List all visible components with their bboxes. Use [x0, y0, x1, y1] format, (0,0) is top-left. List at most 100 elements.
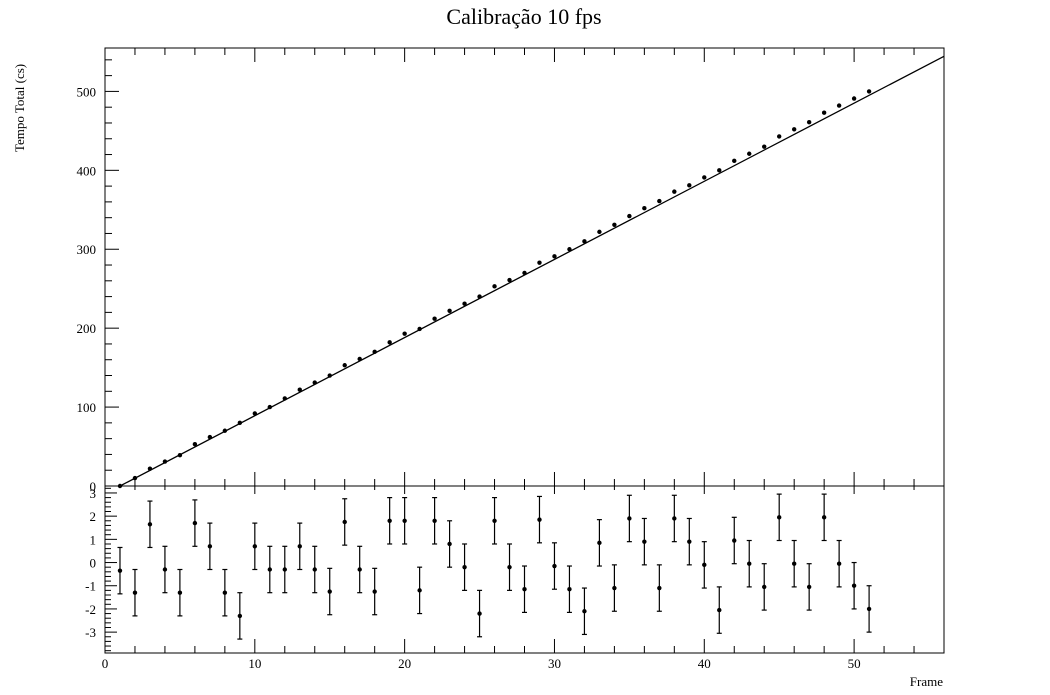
data-point — [687, 183, 692, 188]
data-point — [732, 158, 737, 164]
residual-point — [522, 587, 527, 592]
residual-point — [851, 583, 857, 588]
residual-point — [402, 518, 407, 523]
residual-point — [447, 541, 452, 547]
x-tick-label: 50 — [848, 656, 861, 671]
data-point — [776, 134, 782, 139]
data-point — [552, 254, 557, 259]
data-point — [672, 189, 677, 194]
residual-point — [267, 567, 273, 572]
data-point — [132, 475, 138, 481]
data-point — [312, 380, 317, 385]
data-point — [447, 308, 452, 313]
data-point — [297, 387, 302, 392]
top-data-points — [117, 89, 872, 489]
residual-point — [432, 518, 437, 523]
data-point — [762, 144, 767, 149]
residual-point — [162, 567, 168, 572]
residual-point — [147, 522, 153, 527]
top-axis-ticks: 0 100 200 300 400 500 — [77, 48, 945, 494]
residual-point — [806, 584, 812, 590]
data-point — [791, 127, 797, 132]
data-point — [747, 151, 752, 156]
y-tick-label: 500 — [77, 84, 97, 99]
residual-point — [836, 561, 842, 566]
residual-y-tick-label: -2 — [85, 602, 96, 617]
data-point — [507, 277, 512, 283]
fit-line — [119, 55, 945, 487]
data-point — [147, 466, 153, 471]
y-tick-label: 0 — [90, 479, 97, 494]
residual-point — [627, 516, 632, 521]
chart-title: Calibração 10 fps — [446, 4, 601, 29]
residual-point — [237, 613, 243, 619]
x-axis-title: Frame — [910, 674, 943, 689]
data-point — [702, 175, 707, 180]
residual-point — [207, 544, 213, 549]
data-point — [177, 453, 183, 458]
residual-point — [477, 611, 482, 616]
data-point — [192, 441, 198, 447]
residual-point — [132, 590, 138, 595]
data-point — [492, 284, 497, 289]
x-tick-label: 30 — [548, 656, 561, 671]
data-point — [806, 119, 812, 125]
y-tick-label: 400 — [77, 163, 97, 178]
data-point — [327, 373, 332, 378]
residual-point — [702, 562, 707, 568]
residual-point — [537, 517, 542, 522]
x-tick-label: 20 — [398, 656, 411, 671]
data-point — [477, 294, 482, 299]
residual-point — [387, 518, 392, 523]
residual-point — [177, 590, 183, 595]
data-point — [462, 301, 467, 306]
y-axis-title: Tempo Total (cs) — [12, 64, 27, 152]
x-tick-label: 10 — [248, 656, 261, 671]
residual-point — [192, 520, 198, 526]
y-tick-label: 100 — [77, 400, 97, 415]
residual-point — [597, 540, 602, 546]
residual-point — [657, 585, 662, 591]
data-point — [402, 331, 407, 336]
y-tick-label: 200 — [77, 321, 97, 336]
data-point — [866, 89, 872, 94]
residual-point — [582, 609, 587, 614]
residual-point — [297, 544, 302, 549]
data-point — [627, 213, 632, 219]
residual-point — [732, 538, 737, 543]
fit-line-group — [119, 55, 945, 487]
residual-point — [821, 515, 827, 520]
data-point — [357, 356, 362, 362]
data-point — [117, 483, 123, 489]
data-point — [642, 206, 647, 211]
x-tick-label: 0 — [102, 656, 109, 671]
residual-y-tick-label: -3 — [85, 625, 96, 640]
data-point — [612, 222, 617, 227]
residual-y-tick-label: 3 — [90, 486, 97, 501]
residual-point — [252, 544, 258, 549]
x-tick-label: 40 — [698, 656, 711, 671]
top-plot-frame — [104, 47, 945, 487]
data-point — [237, 420, 243, 426]
data-point — [372, 349, 377, 355]
data-point — [657, 198, 662, 204]
data-point — [432, 316, 437, 321]
data-point — [537, 260, 542, 265]
data-point — [222, 428, 228, 433]
data-point — [567, 247, 572, 252]
residual-point — [117, 568, 123, 573]
residual-point — [687, 539, 692, 544]
data-point — [252, 411, 258, 416]
data-point — [717, 168, 722, 173]
data-point — [342, 363, 347, 368]
residual-y-tick-label: 0 — [90, 556, 97, 571]
residual-point — [567, 587, 572, 592]
residual-point — [791, 561, 797, 566]
data-point — [267, 404, 273, 410]
residual-point — [866, 606, 872, 612]
residual-point — [672, 516, 677, 521]
residual-point — [642, 539, 647, 544]
residual-point — [776, 515, 782, 520]
data-point — [597, 229, 602, 235]
data-point — [582, 239, 587, 244]
